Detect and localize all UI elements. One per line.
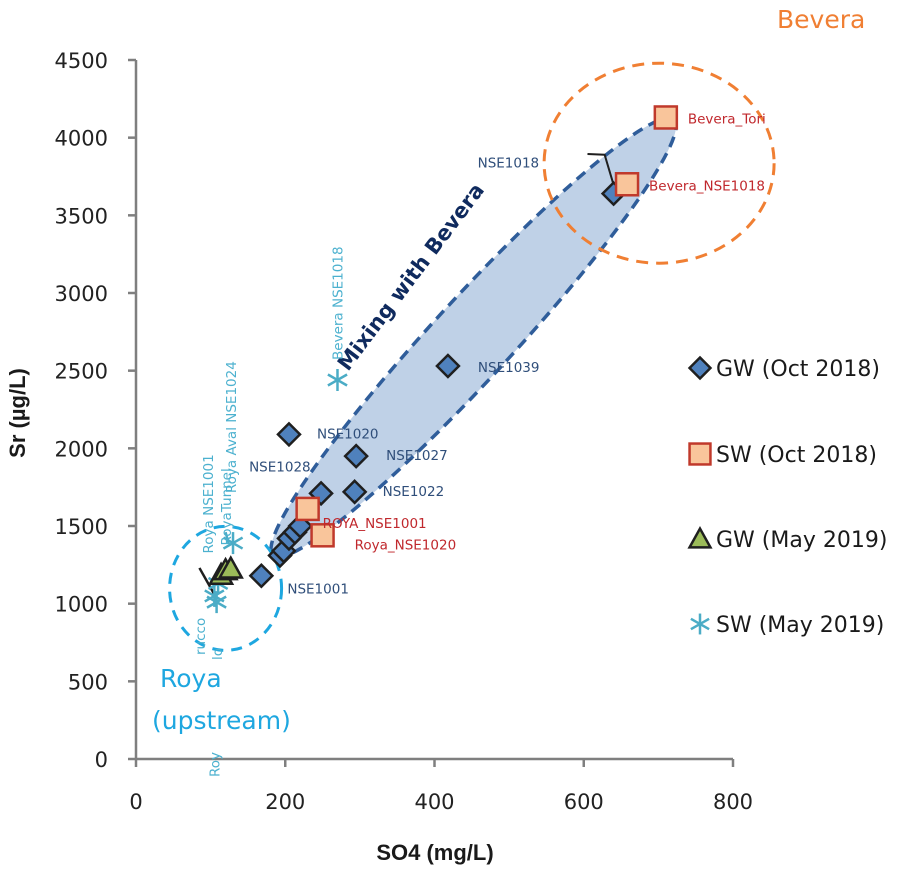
y-tick-label: 1500 <box>55 515 108 539</box>
legend-item: SW (Oct 2018) <box>688 442 877 468</box>
point-label: NSE1028 <box>249 459 311 475</box>
clipped-label-rucco: rucco <box>193 618 209 655</box>
data-point-diamond <box>435 353 461 379</box>
points-layer <box>198 105 679 614</box>
asterisk-stroke <box>327 373 348 387</box>
legend-label: GW (May 2019) <box>716 528 887 553</box>
y-tick-label: 2000 <box>55 437 108 461</box>
asterisk-stroke <box>204 589 225 603</box>
legend-item: GW (Oct 2018) <box>687 355 880 382</box>
x-tick-label: 800 <box>713 790 753 814</box>
clipped-label-lo: lo <box>210 648 226 660</box>
x-tick-label: 400 <box>414 790 454 814</box>
data-point-asterisk <box>222 532 244 555</box>
x-tick-label: 0 <box>129 790 142 814</box>
data-point-diamond <box>248 562 275 589</box>
legend-label: GW (Oct 2018) <box>716 357 880 382</box>
data-point-square <box>614 172 640 197</box>
point-labels: NSE1001 NSE1028 NSE1020 NSE1027 NSE1022 NSE10… <box>201 111 766 777</box>
legend-item: GW (May 2019) <box>687 525 887 553</box>
point-label: Bevera NSE1018 <box>330 246 346 360</box>
data-point-diamond <box>276 421 302 448</box>
point-label: Bevera_NSE1018 <box>649 178 765 194</box>
data-point-asterisk <box>206 591 227 614</box>
point-label: NSE1039 <box>478 360 540 376</box>
legend-marker-diamond <box>687 355 713 381</box>
asterisk-stroke <box>206 595 227 609</box>
legend-item: SW (May 2019) <box>690 613 884 638</box>
y-tick-label: 4500 <box>55 49 108 73</box>
axes: 0 200 400 600 800 0 500 1000 1500 2000 2500 3000 350… <box>5 49 753 865</box>
asterisk-stroke <box>222 536 244 550</box>
legend-marker-asterisk <box>690 613 710 635</box>
y-tick-label: 500 <box>68 670 108 694</box>
data-point-diamond <box>343 443 369 469</box>
legend-marker-square <box>688 442 712 466</box>
point-label: Bevera_Tori <box>688 111 766 127</box>
point-label: NSE1027 <box>386 448 448 464</box>
point-label: Roya NSE1001 <box>201 454 217 553</box>
data-point-square <box>310 523 335 548</box>
legend: GW (Oct 2018) SW (Oct 2018) GW (May 2019) S… <box>687 355 887 638</box>
roya-upstream-label: (upstream) <box>152 706 291 735</box>
x-tick-label: 600 <box>564 790 604 814</box>
legend-label: SW (Oct 2018) <box>716 443 877 468</box>
y-tick-label: 1000 <box>55 593 108 617</box>
point-label: NSE1001 <box>287 582 349 598</box>
y-tick-label: 3500 <box>55 204 108 228</box>
roya-group-label: Roya <box>160 664 222 693</box>
point-label: Roy <box>208 752 224 777</box>
legend-marker-triangle <box>687 525 713 549</box>
x-axis-title: SO4 (mg/L) <box>376 840 493 865</box>
bevera-circle <box>542 61 776 265</box>
point-label: Roya_NSE1020 <box>355 537 457 553</box>
data-point-diamond <box>341 479 368 505</box>
x-tick-label: 200 <box>265 790 305 814</box>
y-tick-label: 2500 <box>55 360 108 384</box>
data-point-triangle <box>217 555 244 579</box>
y-tick-label: 4000 <box>55 127 108 151</box>
regions-layer <box>168 61 776 652</box>
leader-line-roya-nse1001 <box>198 567 216 595</box>
point-label: Roya Aval NSE1024 <box>224 361 240 493</box>
leader-line-nse1018 <box>587 152 617 192</box>
asterisk-stroke <box>690 617 710 631</box>
point-label: NSE1022 <box>383 484 445 500</box>
data-point-asterisk <box>327 368 348 391</box>
point-label: NSE1020 <box>317 426 379 442</box>
y-tick-label: 3000 <box>55 282 108 306</box>
data-point-square <box>295 496 320 522</box>
legend-label: SW (May 2019) <box>716 613 884 638</box>
y-axis-title: Sr (µg/L) <box>5 368 30 458</box>
point-label: ROYA_NSE1001 <box>323 516 427 532</box>
bevera-group-label: Bevera <box>777 5 865 34</box>
point-label: RoyaTunnel <box>219 468 235 545</box>
data-point-square <box>653 105 679 130</box>
point-label: NSE1018 <box>478 156 540 172</box>
roya-circle <box>168 524 284 652</box>
y-tick-label: 0 <box>95 748 108 772</box>
